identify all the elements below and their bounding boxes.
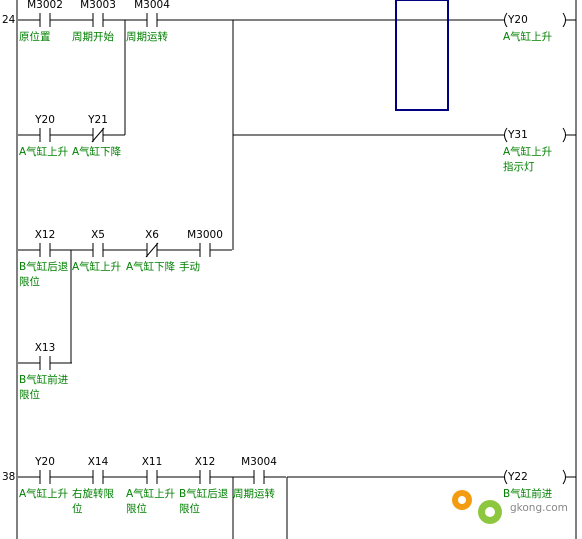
contact-comment: 周期开始 (72, 30, 114, 43)
rung-number: 24 (2, 14, 16, 26)
contact-comment: 限位 (19, 388, 40, 401)
contact-address: M3003 (80, 0, 116, 11)
cursor-box (395, 0, 449, 111)
contact-comment: A气缸上升 (126, 487, 175, 500)
contact-slash (145, 242, 159, 258)
contact-address: Y21 (87, 114, 108, 126)
contact-address: M3000 (187, 229, 223, 241)
coil-comment: 指示灯 (503, 160, 535, 173)
rung-number: 38 (2, 471, 15, 483)
contact-comment: A气缸下降 (72, 145, 122, 158)
contact-comment: 限位 (179, 502, 200, 515)
contact-comment: 右旋转限 (72, 487, 114, 500)
contact-address: X12 (195, 456, 216, 468)
coil-address: Y22 (507, 471, 528, 483)
contact-comment: 限位 (126, 502, 147, 515)
coil-left (504, 12, 508, 28)
contact-comment: A气缸上升 (19, 145, 68, 158)
coil-comment: A气缸上升 (503, 30, 552, 43)
coil-right (562, 127, 566, 143)
contact-address: X13 (35, 342, 56, 354)
coil-address: Y31 (507, 129, 528, 141)
contact-comment: A气缸下降 (126, 260, 176, 273)
coil-address: Y20 (507, 14, 528, 26)
contact-address: X11 (142, 456, 163, 468)
contact-address: M3004 (134, 0, 170, 11)
contact-comment: 手动 (179, 260, 200, 273)
contact-comment: A气缸上升 (72, 260, 121, 273)
coil-right (562, 469, 566, 485)
contact-comment: A气缸上升 (19, 487, 68, 500)
contact-comment: 周期运转 (126, 30, 168, 43)
contact-address: X12 (35, 229, 56, 241)
contact-comment: B气缸后退 (179, 487, 229, 500)
contact-comment: 周期运转 (233, 487, 275, 500)
contact-address: X14 (88, 456, 109, 468)
contact-address: X5 (91, 229, 105, 241)
watermark: gkong.com (510, 502, 568, 514)
contact-address: M3004 (241, 456, 277, 468)
contact-slash (91, 127, 105, 143)
contact-comment: 限位 (19, 275, 40, 288)
contact-address: Y20 (34, 114, 55, 126)
contact-address: M3002 (27, 0, 63, 11)
contact-comment: 位 (72, 502, 83, 515)
contact-comment: B气缸前进 (19, 373, 69, 386)
contact-comment: B气缸后退 (19, 260, 69, 273)
coil-comment: B气缸前进 (503, 487, 553, 500)
contact-address: X6 (145, 229, 159, 241)
contact-address: Y20 (34, 456, 55, 468)
watermark-logo (452, 490, 502, 524)
coil-left (504, 127, 508, 143)
contact-comment: 原位置 (19, 30, 51, 43)
coil-right (562, 12, 566, 28)
coil-comment: A气缸上升 (503, 145, 552, 158)
coil-left (504, 469, 508, 485)
